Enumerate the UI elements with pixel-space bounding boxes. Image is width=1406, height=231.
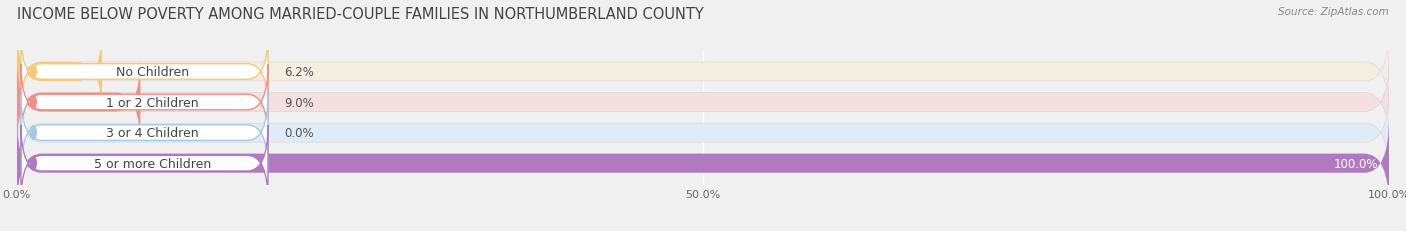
FancyBboxPatch shape (21, 95, 269, 171)
FancyBboxPatch shape (17, 118, 1389, 209)
Text: 5 or more Children: 5 or more Children (94, 157, 211, 170)
Text: No Children: No Children (117, 66, 190, 79)
FancyBboxPatch shape (21, 65, 269, 140)
Text: Source: ZipAtlas.com: Source: ZipAtlas.com (1278, 7, 1389, 17)
Circle shape (31, 66, 37, 79)
Text: 0.0%: 0.0% (284, 127, 314, 140)
Circle shape (31, 96, 37, 109)
FancyBboxPatch shape (17, 57, 1389, 148)
FancyBboxPatch shape (17, 27, 103, 118)
Text: 9.0%: 9.0% (284, 96, 314, 109)
FancyBboxPatch shape (21, 34, 269, 110)
Circle shape (31, 157, 37, 170)
FancyBboxPatch shape (17, 88, 1389, 178)
Text: 3 or 4 Children: 3 or 4 Children (107, 127, 200, 140)
Text: 1 or 2 Children: 1 or 2 Children (107, 96, 200, 109)
Text: 6.2%: 6.2% (284, 66, 315, 79)
Circle shape (31, 126, 37, 140)
Text: INCOME BELOW POVERTY AMONG MARRIED-COUPLE FAMILIES IN NORTHUMBERLAND COUNTY: INCOME BELOW POVERTY AMONG MARRIED-COUPL… (17, 7, 703, 22)
Text: 100.0%: 100.0% (1334, 157, 1378, 170)
FancyBboxPatch shape (17, 118, 1389, 209)
FancyBboxPatch shape (17, 57, 141, 148)
FancyBboxPatch shape (21, 126, 269, 201)
FancyBboxPatch shape (17, 27, 1389, 118)
